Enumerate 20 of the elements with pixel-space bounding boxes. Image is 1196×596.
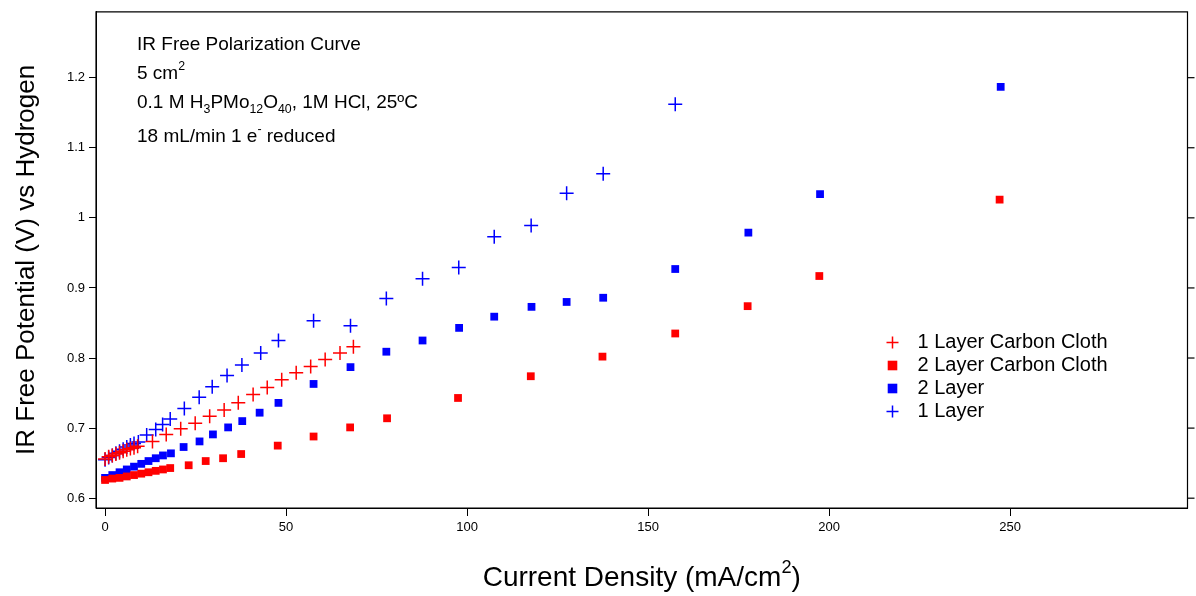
- legend-label: 1 Layer Carbon Cloth: [917, 330, 1108, 353]
- y-tick-label: 0.8: [66, 349, 85, 365]
- y-tick-label: 0.9: [66, 279, 85, 295]
- legend-label: 2 Layer: [917, 376, 985, 399]
- legend-label: 2 Layer Carbon Cloth: [917, 353, 1108, 376]
- annotation: 18 mL/min 1 e- reduced: [137, 122, 336, 146]
- annotation: IR Free Polarization Curve: [137, 32, 361, 54]
- x-tick-label: 250: [999, 519, 1021, 535]
- x-tick-label: 100: [456, 519, 478, 535]
- y-tick-label: 0.6: [66, 489, 85, 505]
- x-tick-label: 200: [818, 519, 840, 535]
- y-tick-label: 1: [77, 209, 85, 225]
- legend-label: 1 Layer: [917, 399, 985, 422]
- y-tick-label: 0.7: [66, 419, 85, 435]
- y-tick-label: 1.1: [66, 139, 85, 155]
- x-tick-label: 150: [637, 519, 659, 535]
- y-axis-title: IR Free Potential (V) vs Hydrogen: [10, 64, 40, 455]
- x-tick-label: 0: [101, 519, 109, 535]
- y-tick-label: 1.2: [66, 69, 85, 85]
- x-tick-label: 50: [278, 519, 294, 535]
